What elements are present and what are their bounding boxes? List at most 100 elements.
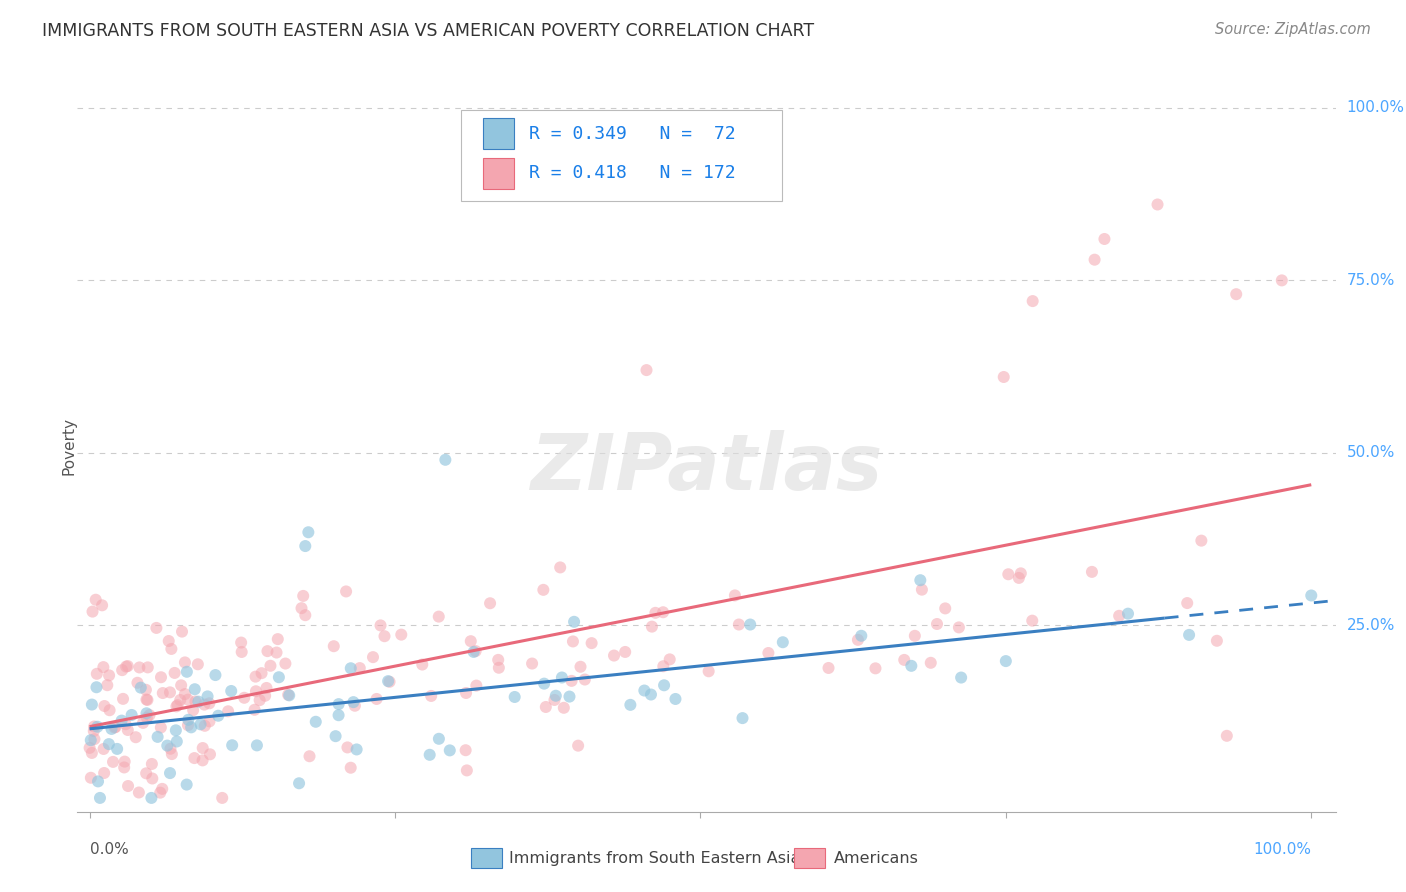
Point (80, 698, 103, 712)
Point (165, 723, 187, 738)
Point (1146, 197, 1168, 211)
Point (219, 684, 242, 698)
Point (267, 670, 290, 684)
Text: ZIPatlas: ZIPatlas (530, 430, 883, 506)
Point (157, 634, 180, 648)
Point (464, 644, 486, 658)
Point (740, 617, 762, 632)
Point (569, 659, 592, 673)
Point (925, 617, 948, 632)
Text: Americans: Americans (834, 851, 918, 865)
Point (373, 629, 395, 643)
Point (641, 620, 664, 634)
Point (731, 711, 754, 725)
Point (1084, 252, 1107, 267)
Point (361, 650, 384, 665)
Point (132, 715, 155, 730)
Point (520, 657, 543, 671)
Text: 25.0%: 25.0% (1347, 618, 1395, 633)
Point (166, 698, 188, 713)
Point (934, 601, 956, 615)
Point (1094, 232, 1116, 246)
Text: 0.0%: 0.0% (90, 842, 128, 857)
Point (176, 778, 198, 792)
Point (146, 730, 169, 744)
Point (574, 673, 596, 687)
Point (111, 663, 134, 677)
Point (548, 560, 571, 574)
Point (288, 776, 311, 790)
Point (561, 634, 583, 648)
Point (127, 675, 149, 690)
Point (644, 606, 666, 620)
Point (292, 589, 315, 603)
Point (93, 660, 115, 674)
Point (141, 756, 163, 771)
Point (664, 692, 686, 706)
Point (170, 678, 193, 692)
Point (79, 740, 101, 755)
Point (128, 785, 150, 799)
Point (531, 582, 554, 597)
Point (198, 747, 221, 762)
Point (1008, 571, 1031, 585)
Point (486, 653, 509, 667)
Text: Source: ZipAtlas.com: Source: ZipAtlas.com (1215, 22, 1371, 37)
Point (191, 753, 214, 767)
Point (411, 657, 433, 672)
Point (114, 717, 136, 731)
Point (911, 582, 934, 597)
Point (846, 632, 869, 647)
Point (176, 665, 198, 679)
Point (103, 721, 125, 735)
Point (339, 761, 361, 775)
Point (1116, 607, 1139, 621)
Point (1178, 628, 1201, 642)
Text: Immigrants from South Eastern Asia: Immigrants from South Eastern Asia (509, 851, 800, 865)
Point (160, 747, 183, 761)
Point (533, 676, 555, 690)
Point (948, 620, 970, 634)
Point (136, 660, 159, 674)
Point (159, 766, 181, 780)
Text: 100.0%: 100.0% (1347, 101, 1405, 115)
Point (250, 666, 273, 681)
Point (920, 656, 942, 670)
Point (193, 698, 215, 712)
Point (278, 689, 301, 703)
Point (266, 646, 288, 660)
Point (652, 605, 675, 619)
Point (198, 696, 221, 710)
Point (993, 370, 1015, 384)
Point (150, 670, 173, 684)
Point (177, 692, 200, 706)
Point (370, 618, 392, 632)
Point (603, 648, 626, 663)
Point (93, 699, 115, 714)
Point (207, 708, 229, 723)
Point (82, 605, 104, 619)
Point (325, 729, 347, 743)
Point (551, 671, 574, 685)
Point (110, 714, 132, 728)
Text: IMMIGRANTS FROM SOUTH EASTERN ASIA VS AMERICAN POVERTY CORRELATION CHART: IMMIGRANTS FROM SOUTH EASTERN ASIA VS AM… (42, 22, 814, 40)
Point (728, 617, 751, 632)
Point (439, 743, 461, 757)
Point (328, 708, 350, 723)
Point (165, 699, 187, 714)
Point (342, 695, 364, 709)
Point (893, 653, 915, 667)
Point (652, 659, 675, 673)
Point (136, 693, 159, 707)
Point (93, 742, 115, 756)
Point (1271, 273, 1294, 287)
Point (135, 682, 157, 697)
FancyBboxPatch shape (461, 110, 782, 201)
Point (180, 720, 202, 734)
Point (112, 691, 135, 706)
Text: 100.0%: 100.0% (1253, 842, 1312, 857)
Point (420, 689, 443, 703)
Point (851, 629, 873, 643)
Point (290, 601, 312, 615)
Point (294, 608, 316, 623)
